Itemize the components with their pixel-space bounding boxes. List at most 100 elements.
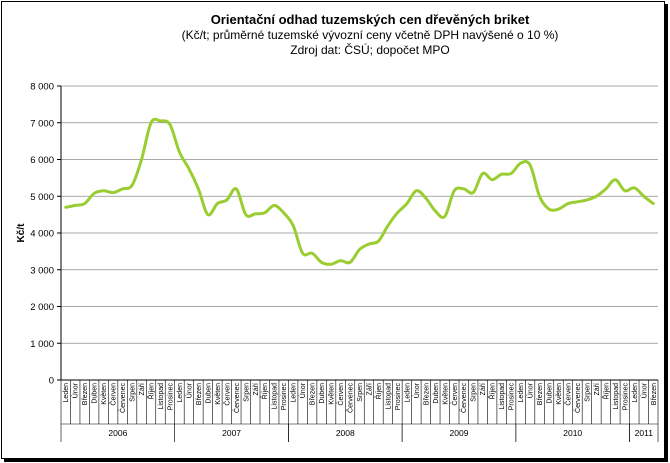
data-point [377,239,380,243]
x-month-label: Duben [547,383,554,404]
x-month-label: Březen [651,383,658,405]
data-point [604,187,608,191]
x-month-label: Září [594,383,601,396]
data-point [301,252,304,255]
data-point [367,242,371,246]
x-month-label: Říjen [260,383,269,399]
data-point [168,123,172,126]
data-point [453,189,456,192]
data-point [434,209,437,213]
data-point [557,207,560,211]
data-point [187,167,191,170]
series-line [64,117,655,266]
x-month-label: Říjen [374,383,383,399]
data-point [566,202,570,205]
series-line-group [64,117,655,266]
x-month-label: Leden [632,383,639,403]
y-axis-title: Kč/t [16,223,27,243]
data-point [652,202,655,205]
x-month-label: Listopad [499,383,506,410]
x-month-label: Srpen [243,383,250,402]
year-label: 2006 [108,428,127,438]
data-point [500,173,503,176]
x-month-label: Srpen [357,383,364,402]
x-month-label: Březen [82,383,89,405]
data-point [197,187,200,191]
data-point [320,261,323,264]
data-point [64,206,67,209]
data-point [481,172,484,175]
year-label: 2008 [336,428,355,438]
x-month-label: Duben [205,383,212,404]
x-month-label: Červen [109,383,118,406]
y-axis-ticks: 0 1 000 2 000 3 000 4 000 5 000 6 000 7 000 8 00… [30,82,61,387]
data-point [244,213,247,216]
x-month-label: Duben [319,383,326,404]
x-month-label: Srpen [471,383,478,402]
data-point [623,189,626,192]
x-month-label: Červenec [573,383,582,413]
x-month-label: Červenec [459,383,468,413]
data-point [74,204,77,207]
x-month-label: Květen [101,383,108,405]
x-month-label: Únor [412,382,421,398]
x-month-label: Říjen [488,383,497,399]
data-point [178,151,181,154]
data-point [405,202,409,205]
year-label: 2007 [222,428,241,438]
data-point [576,200,579,203]
axes [60,86,658,381]
year-label: 2010 [563,428,582,438]
x-month-label: Říjen [147,383,156,399]
data-point [339,259,342,262]
data-point [254,212,257,216]
x-month-label: Prosinec [509,383,516,411]
x-month-label: Březen [537,383,544,405]
x-month-label: Září [253,383,260,396]
x-month-label: Květen [442,383,449,405]
data-point [547,207,551,211]
x-month-label: Listopad [385,383,392,410]
data-point [443,215,446,218]
x-month-label: Únor [184,382,193,398]
data-point [642,195,645,198]
y-tick-label: 4 000 [30,229,54,240]
data-point [130,184,134,187]
data-point [424,196,427,200]
y-tick-label: 5 000 [30,192,54,203]
y-tick-label: 1 000 [30,339,54,350]
data-point [396,211,399,214]
data-point [415,189,418,192]
data-point [472,191,475,194]
x-month-label: Červen [336,383,345,406]
data-point [83,202,86,205]
y-tick-label: 6 000 [30,155,54,166]
data-point [235,187,238,191]
data-point [149,121,153,125]
data-point [358,248,361,251]
y-tick-label: 3 000 [30,265,54,276]
x-month-label: Prosinec [281,383,288,411]
chart-title: Orientační odhad tuzemských cen dřevěnýc… [210,12,530,27]
x-month-label: Leden [177,383,184,403]
data-point [111,191,115,194]
x-month-label: Leden [404,383,411,403]
data-point [633,186,636,189]
x-month-label: Květen [215,383,222,405]
data-point [292,224,295,227]
data-point [93,192,96,195]
data-point [538,195,541,198]
x-month-label: Březen [423,383,430,405]
y-tick-label: 0 [49,376,54,387]
data-point [614,178,617,181]
x-month-label: Červenec [232,383,241,413]
y-tick-label: 7 000 [30,118,54,129]
y-tick-label: 2 000 [30,302,54,313]
x-month-label: Říjen [601,383,610,399]
x-month-label: Červen [222,383,231,406]
data-point [462,187,465,191]
data-point [595,195,598,198]
x-axis-categories: Leden Únor Březen Duben Květen Červen Červenec… [60,380,659,442]
data-point [528,163,532,167]
x-month-label: Září [366,383,373,396]
